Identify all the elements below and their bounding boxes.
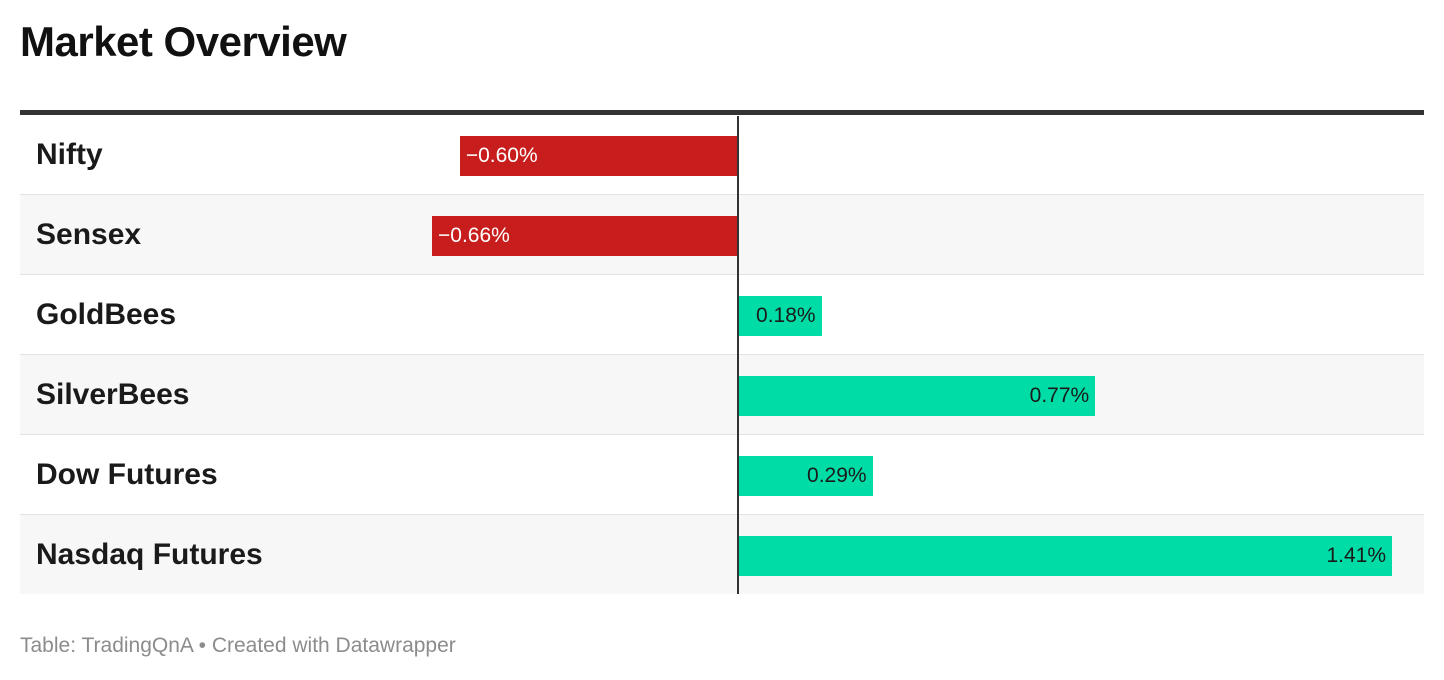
- row-label: SilverBees: [36, 378, 190, 411]
- row-label: Dow Futures: [36, 458, 218, 491]
- zero-axis-line: [737, 116, 740, 594]
- positive-bar: [738, 376, 1096, 416]
- footer-credit: Created with Datawrapper: [211, 634, 456, 657]
- positive-bar: [738, 296, 822, 336]
- row-label: Nifty: [36, 138, 103, 171]
- table-row: SilverBees 0.77%: [20, 355, 1424, 435]
- positive-bar: [738, 456, 873, 496]
- negative-bar: [459, 136, 739, 176]
- value-label: −0.66%: [438, 224, 510, 247]
- footer: Table: TradingQnA • Created with Datawra…: [20, 634, 456, 658]
- bar-area: −0.60%: [432, 115, 1392, 194]
- value-label: 1.41%: [1326, 544, 1386, 567]
- row-label: Nasdaq Futures: [36, 538, 263, 571]
- positive-bar: [738, 536, 1392, 576]
- value-label: 0.29%: [807, 464, 867, 487]
- chart-table: Nifty −0.60% Sensex −0.66% GoldBees 0.18% Silv…: [20, 110, 1424, 594]
- row-label: GoldBees: [36, 298, 177, 331]
- table-row: Sensex −0.66%: [20, 195, 1424, 275]
- page-title: Market Overview: [20, 18, 347, 65]
- bar-area: 0.18%: [432, 275, 1392, 354]
- table-row: Nifty −0.60%: [20, 115, 1424, 195]
- footer-separator: •: [198, 634, 206, 657]
- bar-area: −0.66%: [432, 195, 1392, 274]
- table-row: Nasdaq Futures 1.41%: [20, 515, 1424, 594]
- bar-area: 0.77%: [432, 355, 1392, 434]
- value-label: −0.60%: [465, 144, 538, 167]
- bar-area: 0.29%: [432, 435, 1392, 514]
- row-label: Sensex: [36, 218, 142, 251]
- table-row: Dow Futures 0.29%: [20, 435, 1424, 515]
- value-label: 0.77%: [1029, 384, 1090, 407]
- negative-bar: [432, 216, 739, 256]
- table-row: GoldBees 0.18%: [20, 275, 1424, 355]
- bar-area: 1.41%: [432, 515, 1392, 594]
- value-label: 0.18%: [756, 304, 816, 327]
- footer-source: Table: TradingQnA: [20, 634, 193, 657]
